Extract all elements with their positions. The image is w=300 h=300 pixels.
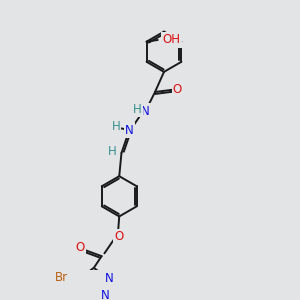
- Text: H: H: [112, 120, 120, 133]
- Text: O: O: [114, 230, 124, 243]
- Text: N: N: [141, 104, 150, 118]
- Text: N: N: [105, 272, 114, 285]
- Text: Br: Br: [55, 271, 68, 284]
- Text: O: O: [76, 241, 85, 254]
- Text: N: N: [125, 124, 134, 136]
- Text: H: H: [108, 145, 117, 158]
- Text: H: H: [133, 103, 142, 116]
- Text: N: N: [101, 289, 110, 300]
- Text: OH: OH: [163, 34, 181, 46]
- Text: O: O: [173, 83, 182, 96]
